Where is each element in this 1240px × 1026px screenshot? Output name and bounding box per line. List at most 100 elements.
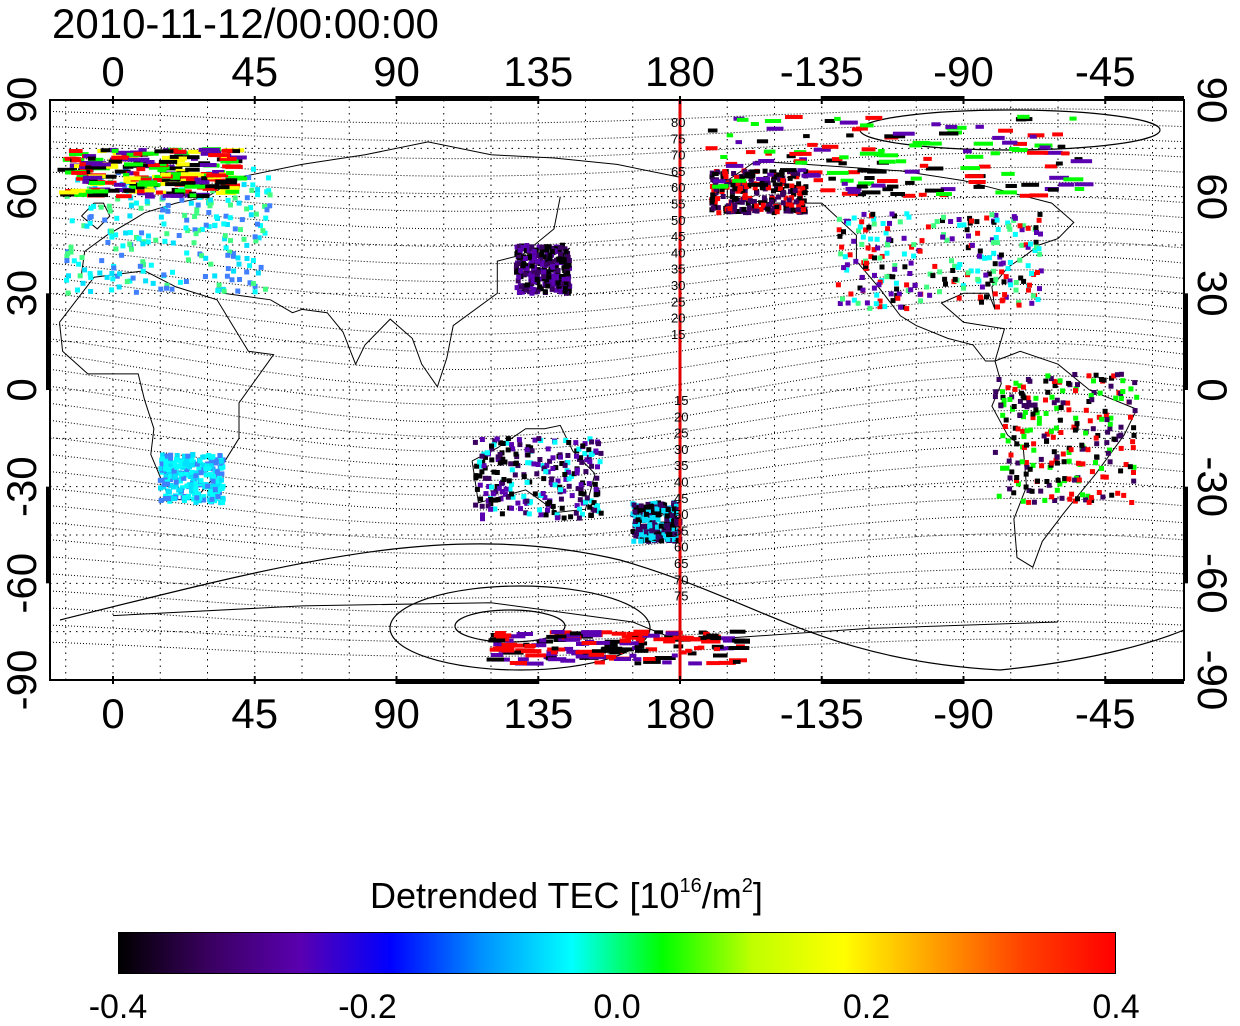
tec-point: [791, 170, 796, 176]
tec-point: [244, 269, 250, 275]
tec-point: [1060, 451, 1066, 457]
tec-point: [184, 467, 189, 473]
tec-point: [524, 282, 530, 288]
tec-point: [658, 538, 664, 544]
tec-point: [649, 528, 655, 534]
tec-point: [549, 476, 555, 482]
tec-point: [588, 513, 594, 518]
tec-point: [206, 453, 212, 458]
tec-point: [250, 258, 256, 263]
tec-point: [189, 469, 195, 475]
tec-point: [210, 454, 216, 460]
tec-point: [202, 274, 208, 279]
tec-point: [167, 461, 173, 467]
tec-point: [791, 191, 797, 197]
tec-point: [519, 289, 525, 295]
tec-point: [642, 633, 660, 638]
tec-point: [489, 443, 494, 449]
tec-point: [856, 126, 868, 131]
tec-point: [97, 270, 103, 276]
tec-point: [934, 219, 940, 224]
tec-point: [557, 634, 567, 639]
tec-point: [157, 477, 163, 483]
tec-point: [665, 536, 671, 542]
tec-point: [758, 159, 775, 163]
tec-point: [157, 168, 167, 173]
tec-point: [1029, 488, 1035, 494]
tec-point: [206, 173, 229, 178]
tec-point: [975, 230, 981, 236]
tec-point: [898, 304, 904, 310]
tec-point: [526, 271, 532, 277]
tec-point: [643, 529, 649, 535]
tec-point: [595, 503, 600, 509]
tec-point: [104, 274, 110, 280]
lon-label-bottom: -135: [780, 690, 864, 737]
tec-point: [535, 269, 541, 275]
tec-point: [552, 248, 558, 254]
tec-point: [747, 198, 753, 204]
tec-point: [557, 245, 563, 251]
lat-label-right: 30: [1189, 270, 1236, 317]
tec-point: [1108, 415, 1114, 421]
tec-point: [906, 214, 912, 220]
tec-point: [1048, 376, 1054, 382]
tec-point: [857, 168, 876, 173]
tec-point: [865, 115, 883, 120]
tec-point: [835, 282, 841, 288]
tec-point: [508, 634, 526, 639]
tec-point: [229, 277, 235, 283]
tec-point: [147, 163, 169, 168]
tec-point: [190, 476, 196, 482]
tec-point: [944, 237, 950, 243]
tec-point: [729, 629, 746, 634]
tec-point: [1091, 390, 1097, 395]
tec-point: [224, 273, 230, 279]
tec-point: [522, 256, 528, 261]
tec-point: [494, 470, 500, 475]
tec-point: [75, 287, 80, 293]
tec-point: [633, 505, 639, 511]
tec-point: [786, 154, 796, 159]
tec-point: [641, 523, 647, 529]
tec-point: [732, 178, 747, 183]
tec-point: [137, 182, 158, 187]
tec-point: [565, 453, 571, 458]
tec-point: [582, 633, 602, 638]
tec-point: [82, 179, 89, 184]
tec-point: [519, 284, 524, 290]
tec-point: [1020, 428, 1026, 434]
tec-point: [258, 264, 264, 270]
tec-point: [1099, 465, 1104, 471]
lon-label-top: 135: [503, 48, 573, 95]
tec-point: [645, 504, 651, 510]
tec-point: [1055, 477, 1061, 483]
tec-point: [238, 227, 243, 233]
tec-point: [216, 282, 222, 288]
tec-point: [133, 289, 139, 295]
tec-point: [1049, 175, 1069, 180]
tec-point: [586, 454, 592, 460]
tec-point: [165, 467, 171, 472]
tec-point: [161, 272, 167, 278]
tec-point: [79, 255, 85, 261]
tec-point: [203, 466, 209, 472]
tec-point: [183, 456, 189, 462]
tec-point: [486, 657, 504, 662]
tec-point: [732, 659, 741, 664]
tec-point: [604, 639, 626, 644]
tec-point: [530, 286, 536, 292]
tec-point: [1060, 400, 1066, 406]
tec-point: [867, 305, 873, 311]
tec-point: [918, 192, 927, 197]
lon-label-bottom: -90: [933, 690, 994, 737]
tec-point: [531, 643, 547, 648]
tec-point: [91, 162, 111, 167]
tec-point: [120, 243, 126, 249]
tec-point: [1007, 259, 1013, 265]
tec-point: [230, 251, 236, 257]
tec-point: [1013, 141, 1027, 146]
tec-point: [60, 192, 77, 197]
tec-point: [979, 164, 991, 169]
tec-point: [170, 240, 176, 246]
